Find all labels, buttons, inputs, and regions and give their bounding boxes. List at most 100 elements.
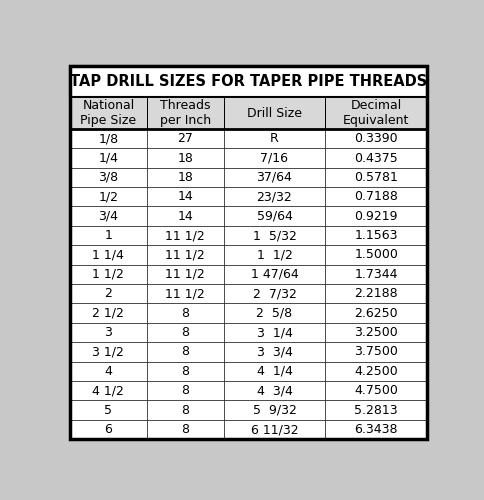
Text: 5  9/32: 5 9/32	[252, 404, 296, 416]
Text: 1 1/2: 1 1/2	[92, 268, 124, 281]
Text: 1.7344: 1.7344	[354, 268, 397, 281]
Bar	[70, 187, 147, 206]
Bar	[223, 284, 325, 304]
Bar	[70, 323, 147, 342]
Bar	[147, 187, 223, 206]
Bar	[325, 381, 426, 400]
Bar	[223, 206, 325, 226]
Bar	[70, 206, 147, 226]
Bar	[147, 129, 223, 148]
Bar	[70, 304, 147, 323]
Bar	[223, 226, 325, 246]
Bar	[223, 187, 325, 206]
Text: 0.3390: 0.3390	[354, 132, 397, 145]
Text: 23/32: 23/32	[256, 190, 292, 203]
Text: 8: 8	[181, 326, 189, 339]
Text: 11 1/2: 11 1/2	[165, 268, 205, 281]
Text: 1/8: 1/8	[98, 132, 118, 145]
Text: 14: 14	[177, 190, 193, 203]
Text: 14: 14	[177, 210, 193, 222]
Bar	[147, 98, 223, 129]
Text: 4: 4	[104, 365, 112, 378]
Bar	[70, 362, 147, 381]
Bar	[223, 323, 325, 342]
Bar	[147, 246, 223, 264]
Text: 3/8: 3/8	[98, 171, 118, 184]
Bar	[70, 246, 147, 264]
Bar	[147, 304, 223, 323]
Bar	[325, 226, 426, 246]
Bar	[223, 264, 325, 284]
Bar	[325, 148, 426, 168]
Bar	[325, 206, 426, 226]
Text: 11 1/2: 11 1/2	[165, 248, 205, 262]
Text: 2.2188: 2.2188	[354, 288, 397, 300]
Text: 3.2500: 3.2500	[354, 326, 397, 339]
Bar	[70, 129, 147, 148]
Bar	[223, 168, 325, 187]
Bar	[70, 284, 147, 304]
Bar	[325, 264, 426, 284]
Text: National
Pipe Size: National Pipe Size	[80, 99, 136, 127]
Text: 1: 1	[104, 229, 112, 242]
Text: 5.2813: 5.2813	[354, 404, 397, 416]
Bar	[223, 400, 325, 420]
Bar	[70, 148, 147, 168]
Text: 59/64: 59/64	[256, 210, 292, 222]
Bar	[147, 342, 223, 361]
Bar	[223, 342, 325, 361]
Text: 2  7/32: 2 7/32	[252, 288, 296, 300]
Text: Threads
per Inch: Threads per Inch	[159, 99, 211, 127]
Text: 3: 3	[104, 326, 112, 339]
Text: 6: 6	[104, 423, 112, 436]
Text: 5: 5	[104, 404, 112, 416]
Bar	[147, 264, 223, 284]
Text: 8: 8	[181, 404, 189, 416]
Bar	[70, 400, 147, 420]
Bar	[223, 98, 325, 129]
Bar	[70, 66, 426, 98]
Text: 2: 2	[104, 288, 112, 300]
Text: 8: 8	[181, 346, 189, 358]
Bar	[223, 304, 325, 323]
Bar	[223, 420, 325, 439]
Text: 3 1/2: 3 1/2	[92, 346, 124, 358]
Text: 3/4: 3/4	[98, 210, 118, 222]
Text: 4  3/4: 4 3/4	[256, 384, 292, 397]
Text: 0.9219: 0.9219	[354, 210, 397, 222]
Bar	[325, 362, 426, 381]
Bar	[325, 420, 426, 439]
Text: 8: 8	[181, 306, 189, 320]
Text: 0.5781: 0.5781	[353, 171, 397, 184]
Bar	[325, 187, 426, 206]
Bar	[147, 168, 223, 187]
Text: 8: 8	[181, 423, 189, 436]
Bar	[325, 342, 426, 361]
Bar	[70, 420, 147, 439]
Bar	[147, 420, 223, 439]
Text: 1 47/64: 1 47/64	[250, 268, 298, 281]
Text: 0.4375: 0.4375	[354, 152, 397, 164]
Bar	[70, 168, 147, 187]
Text: 11 1/2: 11 1/2	[165, 288, 205, 300]
Text: 2  5/8: 2 5/8	[256, 306, 292, 320]
Bar	[147, 206, 223, 226]
Bar	[223, 246, 325, 264]
Text: 4.7500: 4.7500	[353, 384, 397, 397]
Text: 11 1/2: 11 1/2	[165, 229, 205, 242]
Text: 1.5000: 1.5000	[353, 248, 397, 262]
Text: 7/16: 7/16	[260, 152, 288, 164]
Text: 6.3438: 6.3438	[354, 423, 397, 436]
Bar	[325, 129, 426, 148]
Bar	[147, 323, 223, 342]
Bar	[70, 381, 147, 400]
Bar	[325, 323, 426, 342]
Text: 4 1/2: 4 1/2	[92, 384, 124, 397]
Text: 4  1/4: 4 1/4	[256, 365, 292, 378]
Text: 3.7500: 3.7500	[353, 346, 397, 358]
Bar	[325, 168, 426, 187]
Bar	[325, 304, 426, 323]
Text: 8: 8	[181, 384, 189, 397]
Bar	[223, 148, 325, 168]
Text: 1.1563: 1.1563	[354, 229, 397, 242]
